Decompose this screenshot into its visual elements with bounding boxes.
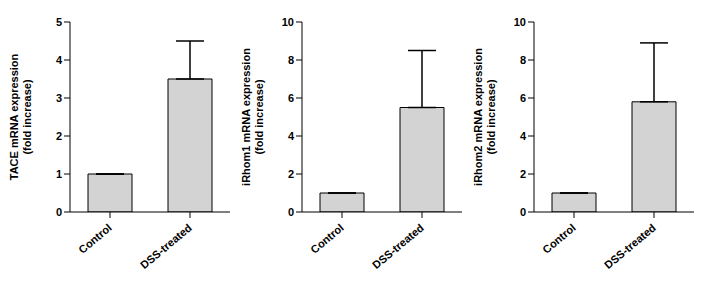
svg-text:5: 5 — [56, 16, 62, 28]
svg-text:Control: Control — [308, 221, 346, 255]
svg-text:DSS-treated: DSS-treated — [370, 221, 426, 271]
svg-text:10: 10 — [514, 16, 526, 28]
svg-text:6: 6 — [288, 92, 294, 104]
svg-text:2: 2 — [288, 168, 294, 180]
svg-text:8: 8 — [520, 54, 526, 66]
svg-text:0: 0 — [288, 206, 294, 218]
svg-text:2: 2 — [520, 168, 526, 180]
svg-text:Control: Control — [76, 221, 114, 255]
svg-text:1: 1 — [56, 168, 62, 180]
svg-text:4: 4 — [520, 130, 527, 142]
svg-text:DSS-treated: DSS-treated — [602, 221, 658, 271]
svg-text:TACE mRNA expression(fold incr: TACE mRNA expression(fold increase) — [8, 53, 33, 180]
svg-text:3: 3 — [56, 92, 62, 104]
svg-text:Control: Control — [540, 221, 578, 255]
svg-text:DSS-treated: DSS-treated — [138, 221, 194, 271]
svg-text:8: 8 — [288, 54, 294, 66]
svg-text:2: 2 — [56, 130, 62, 142]
svg-text:iRhom1 mRNA expression(fold in: iRhom1 mRNA expression(fold increase) — [240, 48, 265, 186]
svg-text:0: 0 — [520, 206, 526, 218]
svg-text:6: 6 — [520, 92, 526, 104]
svg-text:10: 10 — [282, 16, 294, 28]
svg-text:iRhom2 mRNA expression(fold in: iRhom2 mRNA expression(fold increase) — [472, 48, 497, 186]
svg-text:4: 4 — [56, 54, 63, 66]
svg-text:0: 0 — [56, 206, 62, 218]
svg-text:4: 4 — [288, 130, 295, 142]
